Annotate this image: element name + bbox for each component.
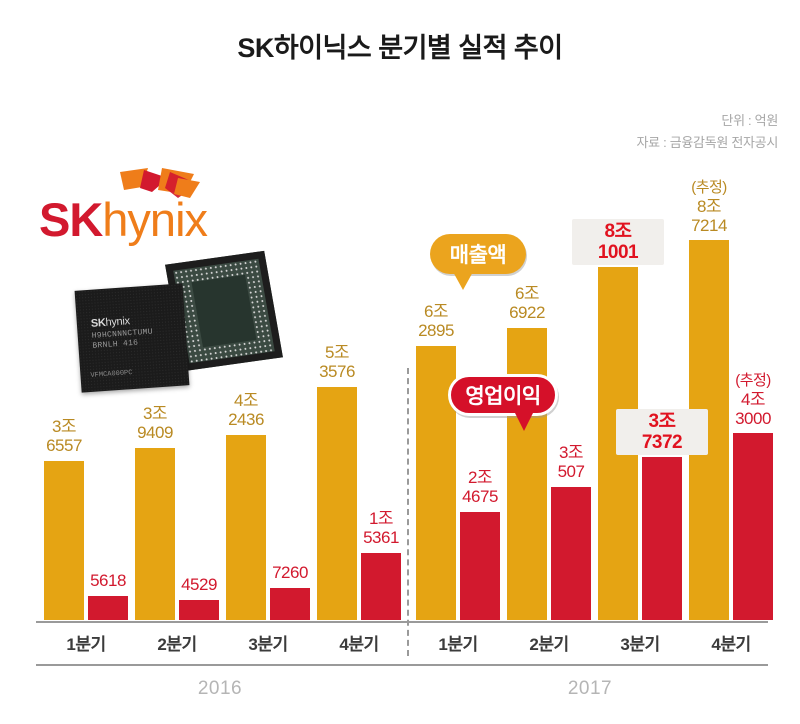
year-label-2017: 2017 [567, 678, 613, 699]
chart-notes: 단위 : 억원 자료 : 금융감독원 전자공시 [636, 110, 778, 154]
value-label-revenue-5: 6조 2895 [418, 302, 454, 340]
value-label-profit-5: 2조 4675 [462, 468, 498, 506]
x-tick-4: 4분기 [339, 635, 379, 654]
value-label-profit-7: 3조 7372 [616, 409, 708, 455]
x-tick-7: 3분기 [620, 635, 660, 654]
value-label-revenue-8: (추정) 8조 7214 [691, 179, 727, 235]
x-tick-2: 2분기 [157, 635, 197, 654]
bar-profit-5 [460, 512, 500, 620]
callout-profit-label: 영업이익 [465, 385, 541, 408]
callout-profit-tail [513, 409, 535, 431]
callout-revenue-tail [452, 270, 474, 290]
bar-profit-7 [642, 457, 682, 620]
value-label-profit-2: 4529 [181, 575, 217, 594]
axis-rule-bottom [36, 664, 768, 666]
x-tick-8: 4분기 [711, 635, 751, 654]
value-label-revenue-6: 6조 6922 [509, 284, 545, 322]
bar-revenue-4 [317, 387, 357, 620]
axis-rule-top [36, 621, 768, 623]
page-title: SK하이닉스 분기별 실적 추이 [237, 33, 563, 63]
callout-revenue: 매출액 [430, 234, 526, 290]
butterfly-wing-icon [120, 168, 200, 198]
bar-profit-3 [270, 588, 310, 620]
bar-profit-4 [361, 553, 401, 620]
x-tick-5: 1분기 [438, 635, 478, 654]
x-tick-6: 2분기 [529, 635, 569, 654]
sk-hynix-logo: SKhynix [34, 168, 249, 260]
value-label-revenue-1: 3조 6557 [46, 417, 82, 455]
value-label-profit-4: 1조 5361 [363, 509, 399, 547]
bar-revenue-3 [226, 435, 266, 620]
bar-profit-6 [551, 487, 591, 620]
value-label-profit-8: (추정) 4조 3000 [735, 372, 771, 428]
year-divider-line [407, 368, 409, 656]
x-tick-3: 3분기 [248, 635, 288, 654]
brand-sk-text: SK [39, 193, 103, 246]
x-tick-1: 1분기 [66, 635, 106, 654]
bar-revenue-2 [135, 448, 175, 620]
value-label-revenue-7: 8조 1001 [572, 219, 664, 265]
callout-revenue-label: 매출액 [449, 244, 507, 267]
unit-note: 단위 : 억원 [721, 113, 778, 128]
brand-hynix-text: hynix [102, 193, 208, 246]
source-note: 자료 : 금융감독원 전자공시 [636, 135, 778, 150]
callout-profit: 영업이익 [448, 374, 558, 431]
year-label-2016: 2016 [197, 678, 243, 699]
bar-profit-2 [179, 600, 219, 620]
value-label-revenue-4: 5조 3576 [319, 343, 355, 381]
bar-revenue-1 [44, 461, 84, 620]
value-label-profit-3: 7260 [272, 563, 308, 582]
value-label-revenue-2: 3조 9409 [137, 404, 173, 442]
bar-profit-8 [733, 433, 773, 620]
bar-profit-1 [88, 596, 128, 620]
value-label-revenue-3: 4조 2436 [228, 391, 264, 429]
value-label-profit-6: 3조 507 [557, 443, 585, 481]
brand-wordmark: SKhynix [39, 193, 208, 246]
value-label-profit-1: 5618 [90, 571, 126, 590]
